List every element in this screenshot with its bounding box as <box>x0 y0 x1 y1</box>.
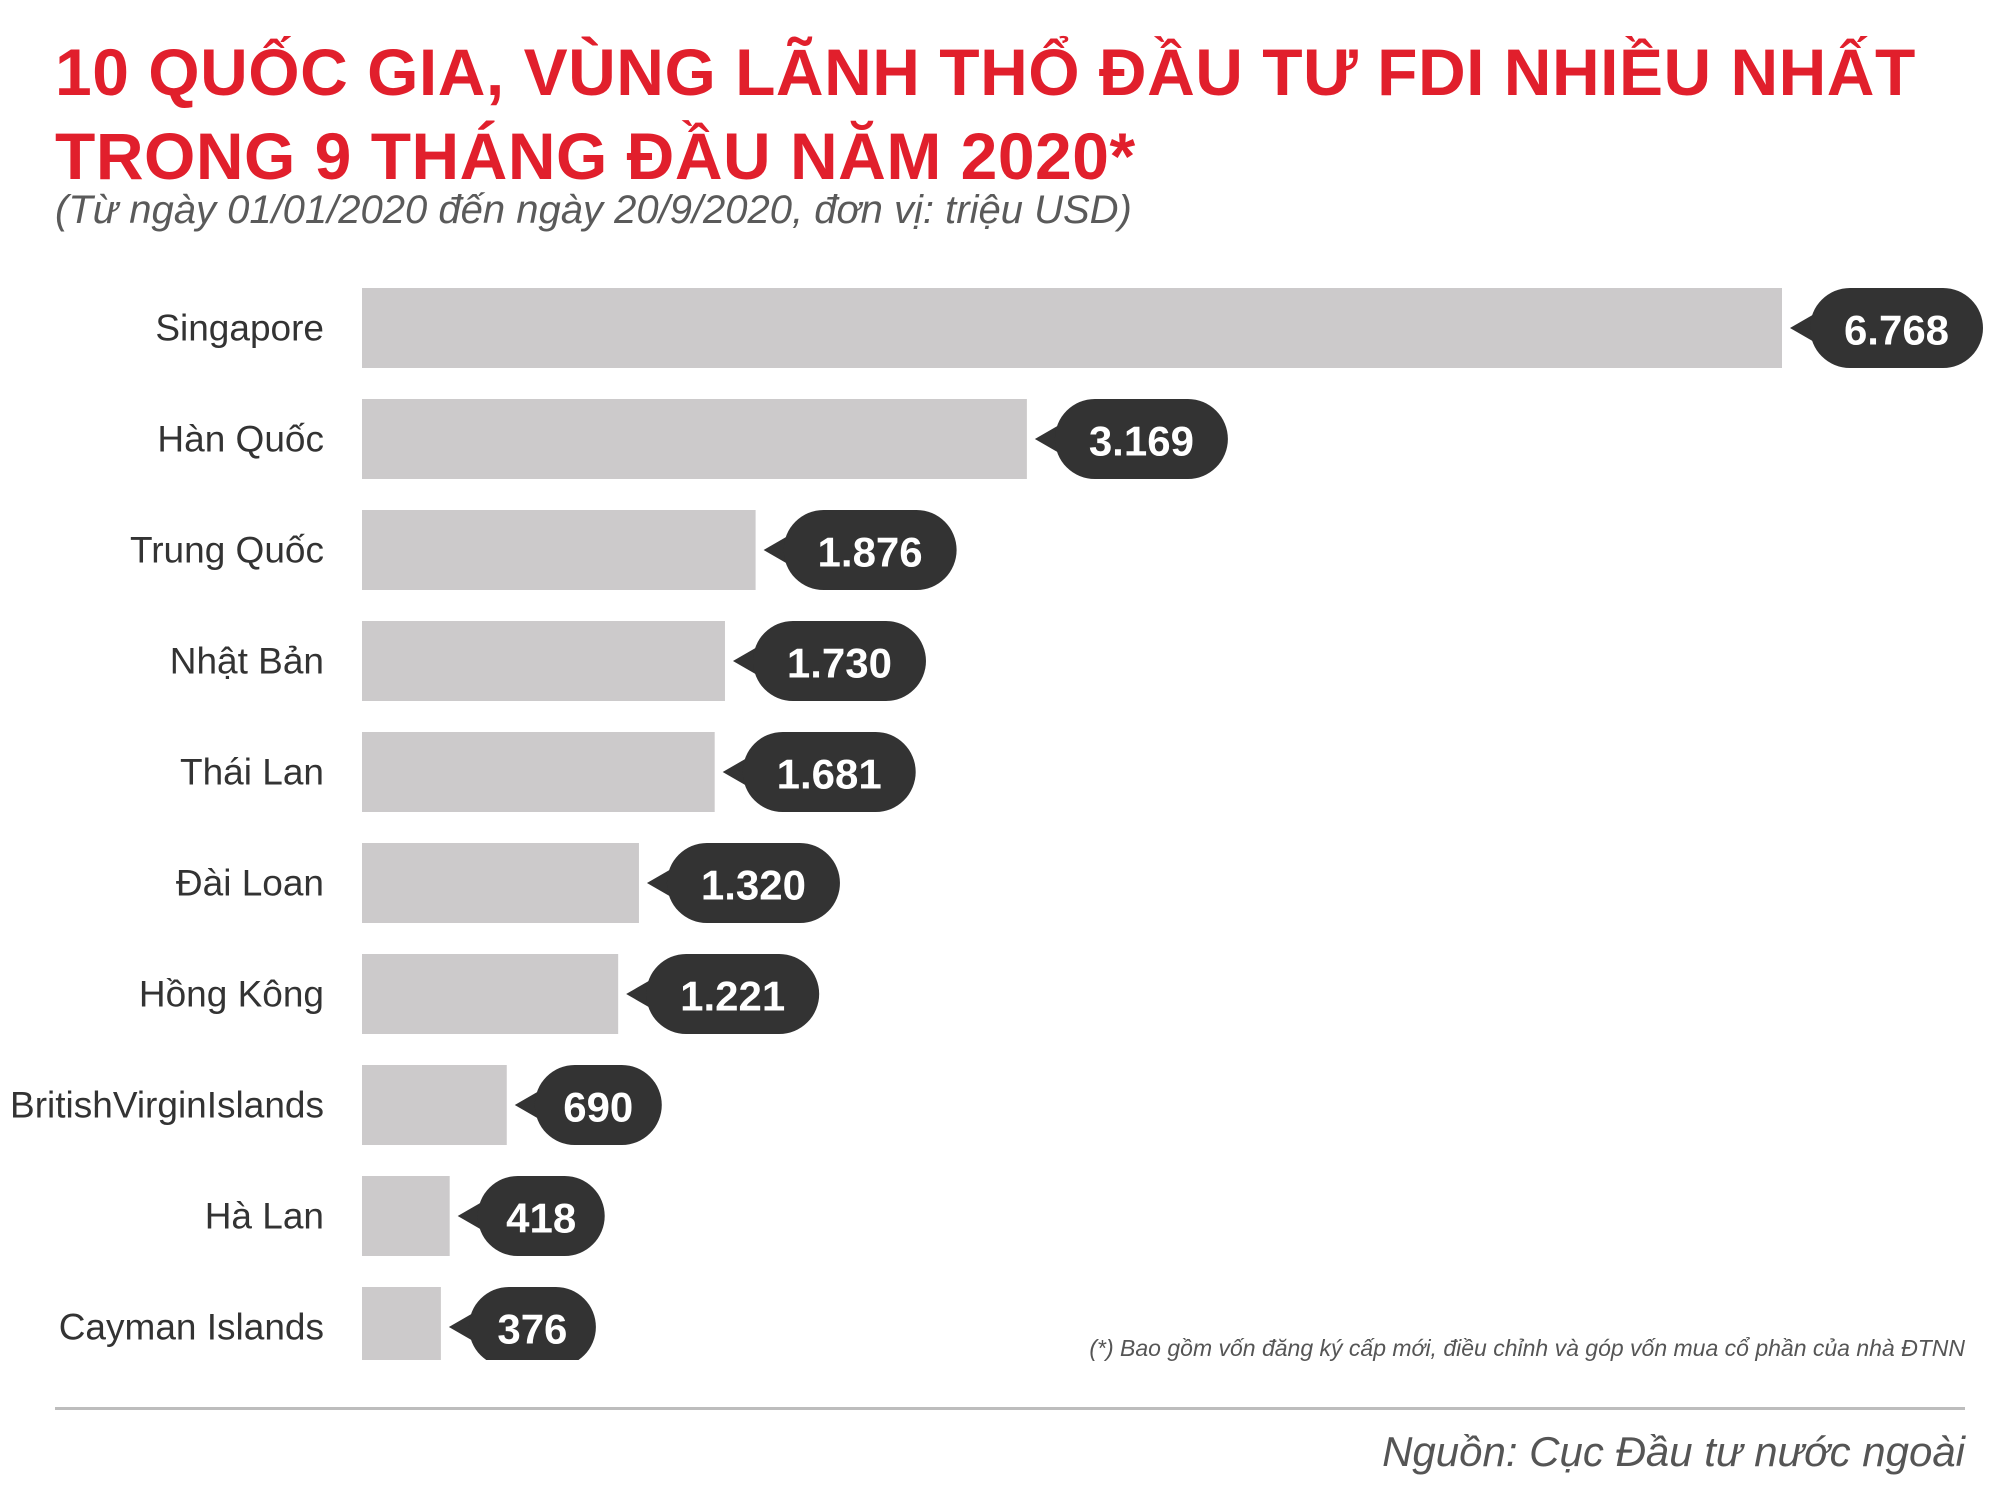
value-label: 1.320 <box>701 862 806 909</box>
bar <box>362 1065 507 1145</box>
value-badge-pointer <box>1790 313 1816 343</box>
category-label: Hàn Quốc <box>157 419 324 460</box>
bar <box>362 1287 441 1360</box>
bar <box>362 288 1782 368</box>
value-badge-pointer <box>646 868 673 898</box>
footer-divider <box>55 1407 1965 1410</box>
value-badge <box>534 1065 662 1145</box>
chart-title: 10 QUỐC GIA, VÙNG LÃNH THỔ ĐẦU TƯ FDI NH… <box>55 30 1955 198</box>
value-badge <box>468 1287 596 1360</box>
category-label: BritishVirginIslands <box>10 1085 324 1126</box>
value-badge-pointer <box>722 757 749 787</box>
value-badge <box>1054 399 1228 479</box>
value-badge <box>477 1176 605 1256</box>
bar <box>362 843 639 923</box>
category-label: Hồng Kông <box>139 974 324 1015</box>
bar <box>362 621 725 701</box>
value-label: 6.768 <box>1844 307 1949 354</box>
footnote: (*) Bao gồm vốn đăng ký cấp mới, điều ch… <box>1089 1335 1965 1361</box>
category-label: Thái Lan <box>180 752 324 793</box>
category-label: Cayman Islands <box>59 1307 324 1348</box>
value-label: 690 <box>563 1084 633 1131</box>
category-label: Hà Lan <box>205 1196 324 1237</box>
value-label: 1.876 <box>818 529 923 576</box>
value-badge-pointer <box>457 1201 484 1231</box>
value-badge-pointer <box>448 1312 475 1342</box>
value-badge-pointer <box>732 646 759 676</box>
category-label: Nhật Bản <box>170 641 324 682</box>
value-badge <box>783 510 957 590</box>
value-badge <box>742 732 916 812</box>
chart-title-line-1: 10 QUỐC GIA, VÙNG LÃNH THỔ ĐẦU TƯ FDI NH… <box>55 35 1916 109</box>
bar <box>362 510 756 590</box>
value-badge-pointer <box>763 535 790 565</box>
value-label: 1.730 <box>787 640 892 687</box>
value-badge-pointer <box>1034 424 1061 454</box>
source-note: Nguồn: Cục Đầu tư nước ngoài <box>1382 1428 1965 1475</box>
value-label: 3.169 <box>1089 418 1194 465</box>
value-badge <box>666 843 840 923</box>
category-label: Singapore <box>155 308 324 349</box>
chart-subtitle: (Từ ngày 01/01/2020 đến ngày 20/9/2020, … <box>55 188 1132 232</box>
value-label: 1.681 <box>777 751 882 798</box>
category-label: Trung Quốc <box>130 530 324 571</box>
category-label: Đài Loan <box>176 863 324 904</box>
value-badge-pointer <box>626 979 653 1009</box>
value-badge-pointer <box>514 1090 541 1120</box>
value-label: 1.221 <box>680 973 785 1020</box>
value-label: 418 <box>506 1195 576 1242</box>
bar <box>362 399 1027 479</box>
bar <box>362 1176 450 1256</box>
bar-chart: Singapore 6.768 Hàn Quốc 3.169 Trung Quốc 1.8… <box>10 288 1983 1360</box>
bar <box>362 732 715 812</box>
value-label: 376 <box>497 1306 567 1353</box>
value-badge <box>752 621 926 701</box>
value-badge <box>1810 288 1983 368</box>
value-badge <box>646 954 820 1034</box>
bar <box>362 954 619 1034</box>
chart-title-line-2: TRONG 9 THÁNG ĐẦU NĂM 2020* <box>55 119 1136 193</box>
